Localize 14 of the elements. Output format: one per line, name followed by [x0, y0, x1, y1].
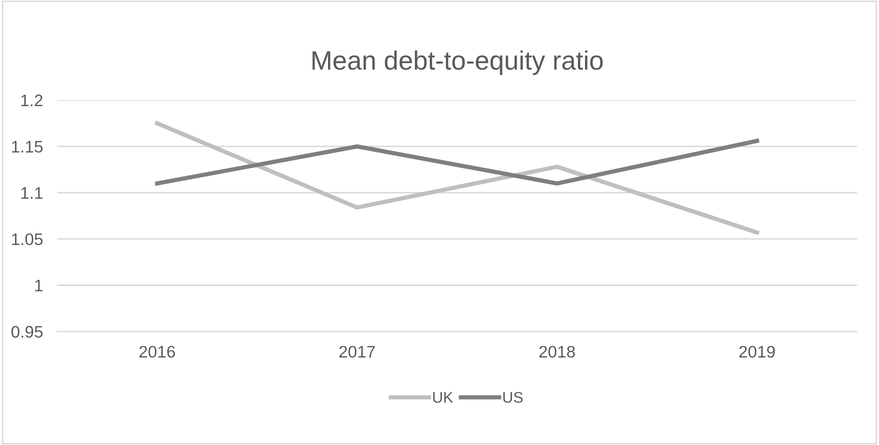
- y-tick-label: 1.2: [21, 94, 42, 106]
- line-series: [155, 121, 760, 235]
- y-tick-label: 1.1: [21, 187, 42, 199]
- y-tick-label: 1: [35, 280, 42, 292]
- y-tick-label: 1.05: [12, 233, 43, 246]
- x-tick-label: 2019: [739, 346, 775, 358]
- x-tick-label: 2016: [139, 346, 175, 358]
- y-tick-label: 0.95: [11, 326, 43, 338]
- y-tick-label: 1.15: [12, 140, 43, 153]
- x-tick-label: 2018: [539, 346, 575, 358]
- legend-label: UK: [433, 392, 454, 403]
- legend-label: US: [503, 392, 523, 403]
- chart-title: Mean debt-to-equity ratio: [312, 50, 603, 76]
- x-tick-label: 2017: [339, 346, 375, 358]
